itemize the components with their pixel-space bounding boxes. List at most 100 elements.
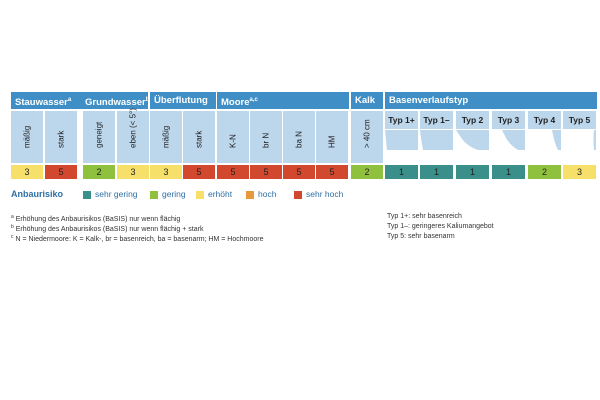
type-note: Typ 5: sehr basenarm xyxy=(387,233,455,240)
risk-value-cell: 5 xyxy=(250,165,282,179)
type-note: Typ 1+: sehr basenreich xyxy=(387,213,462,220)
type-column-header: Typ 4 xyxy=(528,111,561,129)
legend-swatch xyxy=(294,191,302,199)
type-profile xyxy=(456,130,489,163)
group-header: Grundwasserb xyxy=(81,92,148,109)
subcolumn-header: mäßig xyxy=(11,111,43,163)
subcolumn-header: stark xyxy=(45,111,77,163)
risk-value-cell: 2 xyxy=(528,165,561,179)
group-header-label: Kalk xyxy=(355,95,376,106)
legend-label: sehr gering xyxy=(95,189,138,199)
group-header-label: Basenverlaufstyp xyxy=(389,95,469,106)
legend-label: hoch xyxy=(258,189,277,199)
risk-value-cell: 3 xyxy=(117,165,149,179)
footnote-mark: b xyxy=(11,224,14,230)
type-profile xyxy=(420,130,453,163)
group-header: Kalk xyxy=(351,92,383,109)
subcolumn-label: stark xyxy=(56,130,66,148)
subcolumn-header: geneigt xyxy=(83,111,115,163)
footnote-mark: c xyxy=(11,234,14,240)
group-header-label: Überflutung xyxy=(154,95,208,106)
type-profile xyxy=(563,130,596,163)
footnote-text: N = Niedermoore: K = Kalk-, br = basenre… xyxy=(13,236,264,243)
subcolumn-header: mäßig xyxy=(150,111,182,163)
type-column-header: Typ 1– xyxy=(420,111,453,129)
footnote-mark: a xyxy=(11,214,14,220)
subcolumn-label: br N xyxy=(261,132,271,148)
risk-value-cell: 5 xyxy=(45,165,77,179)
risk-value-cell: 1 xyxy=(492,165,525,179)
legend-label: gering xyxy=(162,189,186,199)
type-profile xyxy=(492,130,525,163)
risk-value-cell: 3 xyxy=(11,165,43,179)
base-profile-shape xyxy=(528,130,561,150)
base-profile-shape xyxy=(385,130,418,150)
base-profile-shape xyxy=(420,130,453,150)
legend-swatch xyxy=(83,191,91,199)
base-profile-icon xyxy=(563,130,596,163)
subcolumn-label: > 40 cm xyxy=(362,119,372,148)
base-profile-icon xyxy=(420,130,453,163)
risk-value-cell: 1 xyxy=(456,165,489,179)
subcolumn-label: HM xyxy=(327,135,337,148)
risk-value-cell: 5 xyxy=(183,165,215,179)
type-column-header: Typ 1+ xyxy=(385,111,418,129)
legend-label: erhöht xyxy=(208,189,233,199)
subcolumn-label: stark xyxy=(194,130,204,148)
subcolumn-label: mäßig xyxy=(22,125,32,148)
risk-value-cell: 1 xyxy=(385,165,418,179)
subcolumn-header: > 40 cm xyxy=(351,111,383,163)
subcolumn-header: eben (< 5°) xyxy=(117,108,149,163)
base-profile-icon xyxy=(528,130,561,163)
subcolumn-label: geneigt xyxy=(94,121,104,148)
group-header-label: Moore xyxy=(221,97,250,108)
type-column-header: Typ 5 xyxy=(563,111,596,129)
subcolumn-header: br N xyxy=(250,111,282,163)
footnote: c N = Niedermoore: K = Kalk-, br = basen… xyxy=(11,232,263,245)
subcolumn-header: ba N xyxy=(283,111,315,163)
group-header-label: Stauwasser xyxy=(15,97,68,108)
group-header-footnote-mark: b xyxy=(145,97,148,103)
base-profile-icon xyxy=(385,130,418,163)
risk-value-cell: 5 xyxy=(217,165,249,179)
subcolumn-header: K-N xyxy=(217,111,249,163)
risk-value-cell: 5 xyxy=(283,165,315,179)
group-header: Stauwassera xyxy=(11,92,87,109)
legend-swatch xyxy=(150,191,158,199)
subcolumn-label: eben (< 5°) xyxy=(128,108,138,148)
legend-swatch xyxy=(196,191,204,199)
group-header: Moorea,c xyxy=(217,92,349,109)
risk-value-cell: 1 xyxy=(420,165,453,179)
group-header: Basenverlaufstyp xyxy=(385,92,597,109)
type-column-header: Typ 3 xyxy=(492,111,525,129)
group-header-label: Grundwasser xyxy=(85,97,146,108)
type-profile xyxy=(528,130,561,163)
group-header-footnote-mark: a xyxy=(67,97,72,103)
subcolumn-label: ba N xyxy=(294,131,304,148)
subcolumn-label: mäßig xyxy=(161,125,171,148)
base-profile-icon xyxy=(456,130,489,163)
risk-value-cell: 3 xyxy=(150,165,182,179)
group-header-footnote-mark: a,c xyxy=(249,97,258,103)
legend-swatch xyxy=(246,191,254,199)
type-note: Typ 1–: geringeres Kaliumangebot xyxy=(387,223,494,230)
subcolumn-header: stark xyxy=(183,111,215,163)
base-profile-shape xyxy=(492,130,525,150)
type-column-header: Typ 2 xyxy=(456,111,489,129)
base-profile-icon xyxy=(492,130,525,163)
legend-title: Anbaurisiko xyxy=(11,189,64,199)
risk-value-cell: 5 xyxy=(316,165,348,179)
footnote: b Erhöhung des Anbaurisikos (BaSIS) nur … xyxy=(11,222,203,235)
footnote-text: Erhöhung des Anbaurisikos (BaSIS) nur we… xyxy=(13,216,181,223)
legend-label: sehr hoch xyxy=(306,189,344,199)
footnote: a Erhöhung des Anbaurisikos (BaSIS) nur … xyxy=(11,212,180,225)
base-profile-shape xyxy=(456,130,489,150)
subcolumn-header: HM xyxy=(316,111,348,163)
subcolumn-label: K-N xyxy=(228,134,238,148)
group-header: Überflutung xyxy=(150,92,216,109)
risk-value-cell: 2 xyxy=(83,165,115,179)
type-profile xyxy=(385,130,418,163)
risk-value-cell: 2 xyxy=(351,165,383,179)
risk-value-cell: 3 xyxy=(563,165,596,179)
footnote-text: Erhöhung des Anbaurisikos (BaSIS) nur we… xyxy=(13,226,204,233)
